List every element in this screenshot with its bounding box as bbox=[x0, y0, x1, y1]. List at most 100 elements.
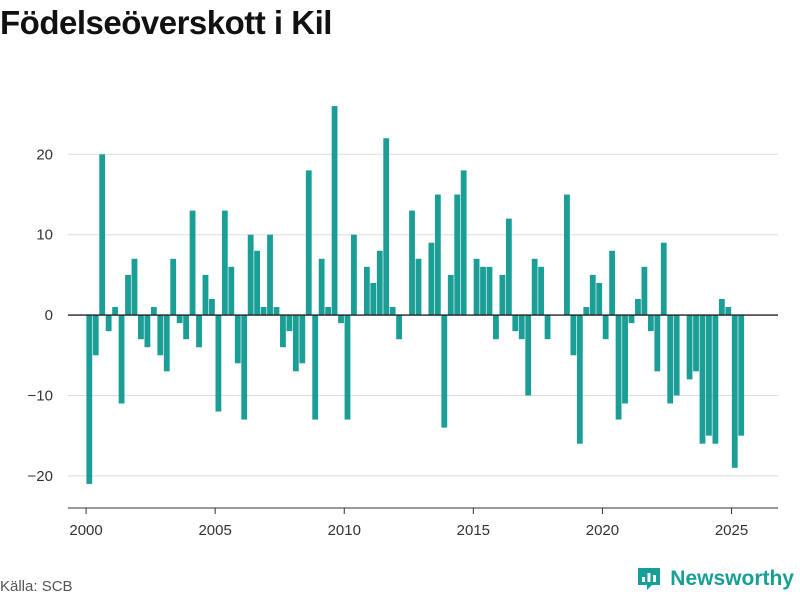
chart-title: Födelseöverskott i Kil bbox=[0, 4, 332, 41]
bar bbox=[512, 315, 519, 332]
x-tick-label: 2005 bbox=[198, 522, 231, 539]
y-tick-label: −20 bbox=[28, 468, 53, 485]
bar bbox=[641, 266, 648, 316]
bar bbox=[602, 315, 609, 340]
bar bbox=[144, 315, 151, 348]
bar bbox=[544, 315, 551, 340]
bar bbox=[131, 258, 138, 316]
bar bbox=[660, 242, 667, 316]
bar bbox=[493, 315, 499, 340]
bar bbox=[480, 266, 486, 316]
y-tick-label: −10 bbox=[28, 387, 53, 404]
bar bbox=[267, 234, 273, 316]
bar bbox=[596, 282, 603, 316]
x-tick-label: 2025 bbox=[715, 522, 748, 539]
bar bbox=[667, 315, 674, 404]
bar bbox=[299, 315, 306, 364]
y-tick-label: 0 bbox=[45, 307, 53, 324]
bar bbox=[738, 315, 745, 436]
bar bbox=[525, 315, 532, 396]
bar bbox=[673, 315, 680, 396]
bar bbox=[99, 154, 106, 316]
bar bbox=[712, 315, 719, 444]
bar bbox=[615, 315, 622, 420]
bar bbox=[125, 274, 131, 316]
bar bbox=[260, 307, 267, 316]
bar bbox=[654, 315, 661, 372]
bar bbox=[228, 266, 235, 316]
bar bbox=[538, 266, 545, 316]
bar bbox=[189, 210, 196, 316]
bars bbox=[86, 106, 745, 484]
bar bbox=[428, 242, 435, 316]
brand-logo: Newsworthy bbox=[636, 566, 794, 592]
bar bbox=[589, 274, 596, 316]
bar bbox=[241, 315, 248, 420]
x-axis: 2000 2005 2010 2015 2020 2025 bbox=[68, 507, 778, 539]
bar bbox=[693, 315, 699, 372]
bar bbox=[157, 315, 164, 356]
bar bbox=[376, 250, 383, 316]
bar bbox=[686, 315, 693, 380]
bar bbox=[434, 194, 441, 316]
bar bbox=[176, 315, 183, 324]
bar bbox=[273, 307, 280, 316]
newsworthy-icon bbox=[638, 568, 661, 590]
bar bbox=[576, 315, 583, 444]
bar bbox=[441, 315, 448, 428]
bar bbox=[202, 274, 209, 316]
bar bbox=[460, 170, 467, 316]
bar bbox=[331, 106, 338, 316]
bar bbox=[454, 194, 461, 316]
bar bbox=[105, 315, 112, 332]
bar bbox=[254, 250, 261, 316]
bar bbox=[415, 258, 422, 316]
y-tick-label: 10 bbox=[36, 227, 53, 244]
bar bbox=[499, 274, 506, 316]
bar bbox=[234, 315, 241, 364]
x-tick-label: 2020 bbox=[586, 522, 619, 539]
bar bbox=[628, 315, 635, 324]
bar bbox=[370, 282, 377, 316]
bar bbox=[318, 258, 325, 316]
bar bbox=[138, 315, 144, 340]
bar bbox=[583, 307, 590, 316]
y-tick-label: 20 bbox=[36, 146, 53, 163]
bar bbox=[389, 307, 396, 316]
bar bbox=[183, 315, 190, 340]
bar bbox=[699, 315, 706, 444]
bar bbox=[383, 138, 390, 316]
bar bbox=[209, 299, 215, 316]
bar bbox=[221, 210, 228, 316]
x-tick-label: 2010 bbox=[328, 522, 361, 539]
bar bbox=[409, 210, 415, 316]
source-note: Källa: SCB bbox=[0, 578, 73, 595]
bar bbox=[150, 307, 157, 316]
bar bbox=[647, 315, 654, 332]
bar bbox=[473, 258, 480, 316]
bar bbox=[505, 218, 512, 316]
bar bbox=[338, 315, 344, 324]
bar bbox=[609, 250, 616, 316]
bar bbox=[396, 315, 403, 340]
x-tick-label: 2000 bbox=[69, 522, 102, 539]
bar bbox=[564, 194, 570, 316]
gridlines bbox=[68, 153, 778, 477]
bar bbox=[531, 258, 538, 316]
bar bbox=[280, 315, 286, 348]
bar bbox=[363, 266, 370, 316]
bar bbox=[635, 299, 641, 316]
bar bbox=[247, 234, 254, 316]
bar bbox=[305, 170, 312, 316]
bar bbox=[118, 315, 125, 404]
bar bbox=[170, 258, 177, 316]
bar bbox=[112, 307, 119, 316]
bar bbox=[312, 315, 319, 420]
bar bbox=[706, 315, 712, 436]
bar bbox=[718, 299, 725, 316]
bar bbox=[292, 315, 299, 372]
bar bbox=[486, 266, 493, 316]
bar bbox=[196, 315, 202, 348]
brand-name: Newsworthy bbox=[670, 567, 794, 590]
